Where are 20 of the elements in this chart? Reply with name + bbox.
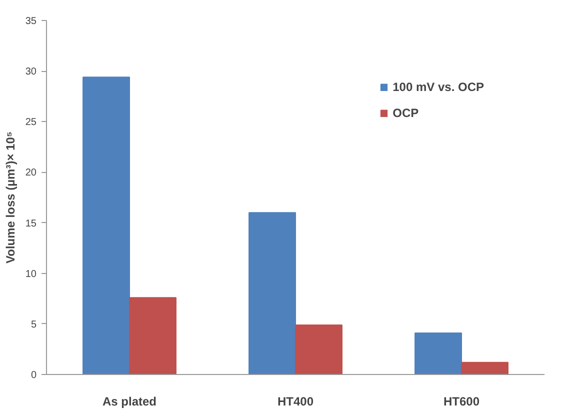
y-tick-label: 10 xyxy=(25,268,37,280)
y-tick-label: 0 xyxy=(30,370,37,381)
y-tick-label: 20 xyxy=(25,168,37,179)
bar xyxy=(414,332,462,374)
x-tick-label: As plated xyxy=(102,394,157,408)
y-axis-title: Volume loss (µm³)× 10⁵ xyxy=(3,131,18,264)
bar xyxy=(248,212,296,374)
y-tick-label: 30 xyxy=(25,66,37,78)
x-tick-label: HT400 xyxy=(277,394,314,408)
y-tick-label: 5 xyxy=(30,319,37,330)
bar xyxy=(461,362,508,374)
legend-label: 100 mV vs. OCP xyxy=(392,80,484,94)
bar xyxy=(295,324,342,374)
legend-label: OCP xyxy=(392,106,419,120)
y-tick-label: 15 xyxy=(25,218,37,230)
y-tick-label: 35 xyxy=(25,16,37,27)
x-tick-label: HT600 xyxy=(443,394,480,408)
bar xyxy=(129,297,176,374)
y-tick-label: 25 xyxy=(25,117,37,128)
bar xyxy=(82,76,130,374)
